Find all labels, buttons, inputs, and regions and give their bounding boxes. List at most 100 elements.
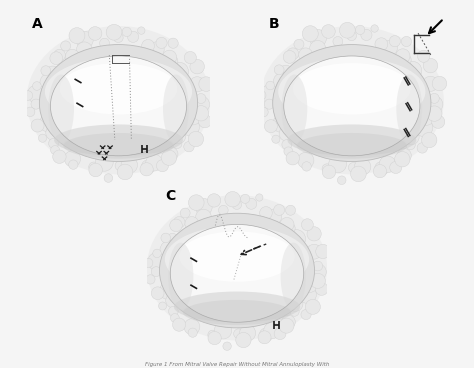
- Ellipse shape: [396, 75, 422, 143]
- Ellipse shape: [48, 75, 74, 143]
- Circle shape: [322, 164, 332, 174]
- Circle shape: [432, 115, 445, 128]
- Circle shape: [374, 162, 389, 176]
- Circle shape: [41, 66, 51, 75]
- Circle shape: [146, 154, 163, 171]
- Circle shape: [65, 49, 80, 63]
- Circle shape: [173, 139, 182, 149]
- Circle shape: [160, 241, 179, 259]
- Circle shape: [246, 198, 257, 209]
- Circle shape: [38, 134, 46, 142]
- Ellipse shape: [27, 26, 210, 174]
- Circle shape: [168, 38, 178, 48]
- Circle shape: [285, 205, 295, 215]
- Circle shape: [167, 56, 178, 67]
- Ellipse shape: [260, 26, 444, 174]
- Circle shape: [188, 328, 197, 337]
- Circle shape: [166, 293, 180, 308]
- Circle shape: [208, 194, 221, 207]
- Circle shape: [279, 127, 294, 141]
- Ellipse shape: [165, 226, 309, 293]
- Circle shape: [347, 31, 356, 40]
- Circle shape: [290, 307, 299, 316]
- Circle shape: [258, 331, 271, 344]
- Circle shape: [69, 28, 85, 43]
- Circle shape: [159, 282, 176, 300]
- Circle shape: [173, 216, 185, 228]
- Circle shape: [161, 150, 177, 165]
- Circle shape: [302, 162, 311, 171]
- Circle shape: [374, 164, 386, 178]
- Circle shape: [190, 59, 204, 74]
- Circle shape: [333, 36, 343, 46]
- Circle shape: [371, 25, 378, 32]
- Circle shape: [148, 253, 165, 270]
- Circle shape: [234, 329, 243, 339]
- Circle shape: [161, 233, 171, 243]
- Circle shape: [159, 302, 166, 310]
- Circle shape: [33, 82, 41, 90]
- Circle shape: [153, 249, 161, 258]
- Circle shape: [379, 156, 396, 173]
- Circle shape: [315, 283, 328, 296]
- Ellipse shape: [54, 124, 183, 156]
- Circle shape: [302, 26, 318, 42]
- Ellipse shape: [159, 213, 315, 328]
- Ellipse shape: [293, 63, 410, 114]
- Circle shape: [39, 114, 57, 132]
- Circle shape: [185, 86, 196, 97]
- Circle shape: [88, 26, 102, 40]
- Circle shape: [115, 161, 125, 171]
- Circle shape: [27, 85, 46, 103]
- Circle shape: [299, 286, 316, 304]
- Circle shape: [151, 267, 161, 277]
- Circle shape: [173, 318, 186, 331]
- Circle shape: [165, 233, 180, 248]
- Circle shape: [122, 27, 131, 36]
- Ellipse shape: [50, 56, 187, 156]
- Circle shape: [170, 128, 186, 144]
- Circle shape: [421, 132, 437, 148]
- Circle shape: [208, 332, 221, 345]
- Circle shape: [406, 140, 415, 150]
- Circle shape: [310, 264, 326, 280]
- Text: B: B: [269, 17, 280, 31]
- Circle shape: [76, 31, 93, 49]
- Circle shape: [89, 163, 102, 177]
- Circle shape: [310, 40, 326, 56]
- Circle shape: [106, 24, 122, 40]
- Circle shape: [294, 39, 304, 49]
- Ellipse shape: [64, 133, 173, 159]
- Circle shape: [400, 54, 411, 66]
- Circle shape: [184, 141, 194, 152]
- Circle shape: [272, 135, 280, 143]
- Circle shape: [300, 154, 310, 165]
- Circle shape: [255, 194, 263, 201]
- Circle shape: [193, 96, 210, 113]
- Circle shape: [337, 176, 346, 184]
- Ellipse shape: [170, 224, 304, 322]
- Circle shape: [149, 42, 164, 57]
- Ellipse shape: [284, 56, 420, 156]
- Circle shape: [144, 258, 153, 268]
- Circle shape: [279, 318, 294, 333]
- Circle shape: [427, 106, 442, 121]
- Circle shape: [76, 42, 92, 58]
- Circle shape: [104, 174, 113, 183]
- Circle shape: [196, 209, 211, 225]
- Circle shape: [31, 119, 44, 132]
- Circle shape: [329, 155, 346, 173]
- Circle shape: [31, 99, 41, 109]
- Circle shape: [316, 244, 330, 259]
- Circle shape: [301, 309, 311, 320]
- Circle shape: [140, 163, 153, 176]
- Circle shape: [225, 191, 240, 207]
- Circle shape: [273, 115, 290, 132]
- Circle shape: [256, 91, 266, 100]
- Circle shape: [418, 86, 429, 96]
- Circle shape: [429, 93, 439, 103]
- Circle shape: [199, 77, 213, 91]
- Ellipse shape: [278, 57, 426, 126]
- Circle shape: [351, 166, 366, 182]
- Ellipse shape: [147, 195, 327, 340]
